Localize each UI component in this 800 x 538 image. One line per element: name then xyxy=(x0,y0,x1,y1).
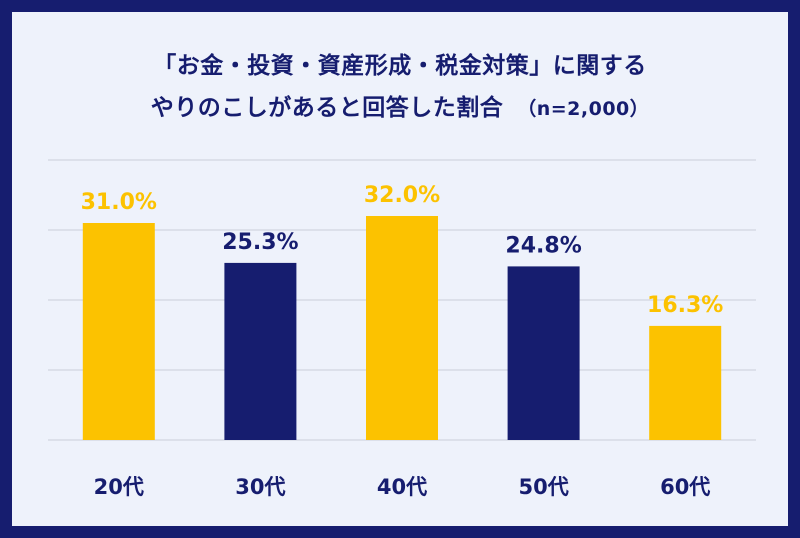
bar-chart: 31.0% 25.3% 32.0% 24.8% 16.3% 20代 30代 40代 50代 60… xyxy=(48,159,756,499)
x-axis-labels: 20代 30代 40代 50代 60代 xyxy=(94,475,711,499)
value-labels: 31.0% 25.3% 32.0% 24.8% 16.3% xyxy=(81,183,724,318)
bar-5 xyxy=(649,325,722,440)
sample-size-note: （n=2,000） xyxy=(517,98,650,120)
x-label-4: 50代 xyxy=(518,475,568,499)
x-label-1: 20代 xyxy=(94,475,144,499)
x-label-2: 30代 xyxy=(235,475,285,499)
chart-title-line2: やりのこしがあると回答した割合 （n=2,000） xyxy=(12,88,788,122)
value-label-1: 31.0% xyxy=(81,190,157,215)
bar-2 xyxy=(224,262,297,440)
bar-1 xyxy=(82,223,155,440)
value-label-2: 25.3% xyxy=(222,230,298,255)
chart-panel: 「お金・投資・資産形成・税金対策」に関する やりのこしがあると回答した割合 （n=… xyxy=(12,12,788,526)
bars xyxy=(82,216,722,440)
value-label-3: 32.0% xyxy=(364,183,440,208)
x-label-3: 40代 xyxy=(377,475,427,499)
chart-title-line1: 「お金・投資・資産形成・税金対策」に関する xyxy=(153,53,647,79)
bar-4 xyxy=(507,266,580,440)
bar-3 xyxy=(366,216,438,440)
chart-title-line2-text: やりのこしがあると回答した割合 xyxy=(150,95,504,121)
value-label-4: 24.8% xyxy=(505,233,581,258)
value-label-5: 16.3% xyxy=(647,293,723,318)
x-label-5: 60代 xyxy=(660,475,710,499)
